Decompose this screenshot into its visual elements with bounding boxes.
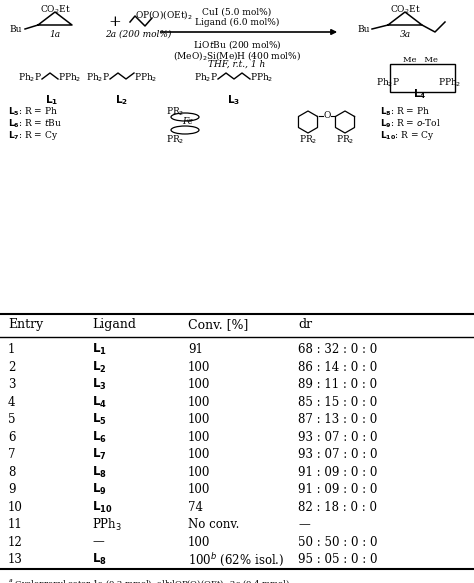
Text: —: — bbox=[298, 518, 310, 531]
Text: 50 : 50 : 0 : 0: 50 : 50 : 0 : 0 bbox=[298, 536, 377, 549]
Text: 91: 91 bbox=[188, 343, 203, 356]
Text: $\mathbf{L_8}$: $\mathbf{L_8}$ bbox=[92, 552, 107, 567]
Text: PPh$_3$: PPh$_3$ bbox=[92, 517, 122, 533]
Text: 95 : 05 : 0 : 0: 95 : 05 : 0 : 0 bbox=[298, 553, 377, 566]
Text: 100: 100 bbox=[188, 378, 210, 391]
Text: dr: dr bbox=[298, 318, 312, 331]
Text: 100: 100 bbox=[188, 466, 210, 479]
Text: Entry: Entry bbox=[8, 318, 43, 331]
Text: PPh$_2$: PPh$_2$ bbox=[58, 72, 82, 85]
Text: Ligand (6.0 mol%): Ligand (6.0 mol%) bbox=[195, 18, 279, 27]
Text: $\mathbf{L_4}$: $\mathbf{L_4}$ bbox=[413, 87, 427, 101]
Bar bbox=[390, 64, 455, 92]
Text: $\mathbf{L_{3}}$: $\mathbf{L_{3}}$ bbox=[92, 377, 107, 392]
Text: 93 : 07 : 0 : 0: 93 : 07 : 0 : 0 bbox=[298, 430, 377, 444]
Text: Ph$_2$P: Ph$_2$P bbox=[86, 72, 110, 85]
Text: $\mathbf{L_{2}}$: $\mathbf{L_{2}}$ bbox=[92, 360, 107, 375]
Text: PR$_2$: PR$_2$ bbox=[166, 134, 184, 146]
Text: No conv.: No conv. bbox=[188, 518, 239, 531]
Text: PR$_2$: PR$_2$ bbox=[299, 134, 317, 146]
Text: PR$_2$: PR$_2$ bbox=[336, 134, 354, 146]
Text: 2a (200 mol%): 2a (200 mol%) bbox=[105, 30, 171, 39]
Text: OP(O)(OEt)$_2$: OP(O)(OEt)$_2$ bbox=[135, 8, 193, 21]
Text: $\mathbf{L_5}$: R = Ph: $\mathbf{L_5}$: R = Ph bbox=[8, 106, 58, 118]
Text: PPh$_2$: PPh$_2$ bbox=[438, 77, 462, 89]
Text: 8: 8 bbox=[8, 466, 15, 479]
Text: 10: 10 bbox=[8, 501, 23, 514]
Text: 100: 100 bbox=[188, 395, 210, 409]
Text: Me   Me: Me Me bbox=[402, 56, 438, 64]
Text: $\mathbf{L_{6}}$: $\mathbf{L_{6}}$ bbox=[92, 430, 107, 445]
Text: 91 : 09 : 0 : 0: 91 : 09 : 0 : 0 bbox=[298, 466, 377, 479]
Text: Ph$_2$P: Ph$_2$P bbox=[376, 77, 400, 89]
Text: $^{a}$ Cyclopropyl ester 1a (0.2 mmol), allylOP(O)(OEt)$_2$ 2a (0.4 mmol): $^{a}$ Cyclopropyl ester 1a (0.2 mmol), … bbox=[8, 577, 290, 583]
Text: $\mathbf{L_3}$: $\mathbf{L_3}$ bbox=[228, 93, 241, 107]
Text: 74: 74 bbox=[188, 501, 203, 514]
Text: Bu: Bu bbox=[9, 26, 22, 34]
Text: $\mathbf{L_8}$: R = Ph: $\mathbf{L_8}$: R = Ph bbox=[380, 106, 430, 118]
Text: 1: 1 bbox=[8, 343, 15, 356]
Text: $\mathbf{L_{10}}$: $\mathbf{L_{10}}$ bbox=[92, 500, 113, 515]
Text: 100: 100 bbox=[188, 413, 210, 426]
Text: 100$^b$ (62% isol.): 100$^b$ (62% isol.) bbox=[188, 551, 284, 568]
Text: PPh$_2$: PPh$_2$ bbox=[134, 72, 157, 85]
Text: 93 : 07 : 0 : 0: 93 : 07 : 0 : 0 bbox=[298, 448, 377, 461]
Text: 12: 12 bbox=[8, 536, 23, 549]
Text: 4: 4 bbox=[8, 395, 16, 409]
Text: $\mathbf{L_{1}}$: $\mathbf{L_{1}}$ bbox=[92, 342, 107, 357]
Text: Ph$_2$P: Ph$_2$P bbox=[18, 72, 42, 85]
Text: 3a: 3a bbox=[400, 30, 410, 39]
Text: 100: 100 bbox=[188, 430, 210, 444]
Text: CuI (5.0 mol%): CuI (5.0 mol%) bbox=[202, 8, 272, 17]
Text: O: O bbox=[323, 111, 331, 120]
Text: 100: 100 bbox=[188, 536, 210, 549]
Text: 91 : 09 : 0 : 0: 91 : 09 : 0 : 0 bbox=[298, 483, 377, 496]
Text: 13: 13 bbox=[8, 553, 23, 566]
Text: 6: 6 bbox=[8, 430, 16, 444]
Text: CO$_2$Et: CO$_2$Et bbox=[390, 3, 420, 16]
Text: PPh$_2$: PPh$_2$ bbox=[250, 72, 273, 85]
Text: 11: 11 bbox=[8, 518, 23, 531]
Text: $\mathbf{L_{10}}$: R = Cy: $\mathbf{L_{10}}$: R = Cy bbox=[380, 129, 435, 142]
Text: 89 : 11 : 0 : 0: 89 : 11 : 0 : 0 bbox=[298, 378, 377, 391]
Text: 86 : 14 : 0 : 0: 86 : 14 : 0 : 0 bbox=[298, 360, 377, 374]
Text: $\mathbf{L_6}$: R = $t$Bu: $\mathbf{L_6}$: R = $t$Bu bbox=[8, 118, 62, 130]
Text: CO$_2$Et: CO$_2$Et bbox=[40, 3, 71, 16]
Text: 9: 9 bbox=[8, 483, 16, 496]
Text: 85 : 15 : 0 : 0: 85 : 15 : 0 : 0 bbox=[298, 395, 377, 409]
Text: (MeO)$_2$Si(Me)H (400 mol%): (MeO)$_2$Si(Me)H (400 mol%) bbox=[173, 49, 301, 62]
Text: 100: 100 bbox=[188, 483, 210, 496]
Text: $\mathbf{L_{5}}$: $\mathbf{L_{5}}$ bbox=[92, 412, 107, 427]
Text: $\mathbf{L_{8}}$: $\mathbf{L_{8}}$ bbox=[92, 465, 107, 480]
Text: 1a: 1a bbox=[49, 30, 61, 39]
Text: Ligand: Ligand bbox=[92, 318, 136, 331]
Text: 68 : 32 : 0 : 0: 68 : 32 : 0 : 0 bbox=[298, 343, 377, 356]
Text: 5: 5 bbox=[8, 413, 16, 426]
Text: 7: 7 bbox=[8, 448, 16, 461]
Text: 82 : 18 : 0 : 0: 82 : 18 : 0 : 0 bbox=[298, 501, 377, 514]
Text: THF, r.t., 1 h: THF, r.t., 1 h bbox=[209, 60, 265, 69]
Text: $\mathbf{L_2}$: $\mathbf{L_2}$ bbox=[116, 93, 128, 107]
Text: 2: 2 bbox=[8, 360, 15, 374]
Text: $\mathbf{L_7}$: R = Cy: $\mathbf{L_7}$: R = Cy bbox=[8, 129, 58, 142]
Text: 100: 100 bbox=[188, 360, 210, 374]
Text: $\mathbf{L_{4}}$: $\mathbf{L_{4}}$ bbox=[92, 395, 107, 410]
Text: $\mathbf{L_9}$: R = $o$-Tol: $\mathbf{L_9}$: R = $o$-Tol bbox=[380, 118, 441, 130]
Text: —: — bbox=[92, 536, 104, 549]
Text: 3: 3 bbox=[8, 378, 16, 391]
Text: 87 : 13 : 0 : 0: 87 : 13 : 0 : 0 bbox=[298, 413, 377, 426]
Text: LiO$t$Bu (200 mol%): LiO$t$Bu (200 mol%) bbox=[192, 38, 282, 51]
Text: PR$_2$: PR$_2$ bbox=[166, 106, 184, 118]
Text: Bu: Bu bbox=[357, 26, 370, 34]
Text: Conv. [%]: Conv. [%] bbox=[188, 318, 248, 331]
Text: +: + bbox=[109, 15, 121, 29]
Text: $\mathbf{L_1}$: $\mathbf{L_1}$ bbox=[46, 93, 59, 107]
Text: 100: 100 bbox=[188, 448, 210, 461]
Text: Fe: Fe bbox=[182, 118, 193, 127]
Text: Ph$_2$P: Ph$_2$P bbox=[194, 72, 218, 85]
Text: $\mathbf{L_{7}}$: $\mathbf{L_{7}}$ bbox=[92, 447, 107, 462]
Text: $\mathbf{L_{9}}$: $\mathbf{L_{9}}$ bbox=[92, 482, 107, 497]
